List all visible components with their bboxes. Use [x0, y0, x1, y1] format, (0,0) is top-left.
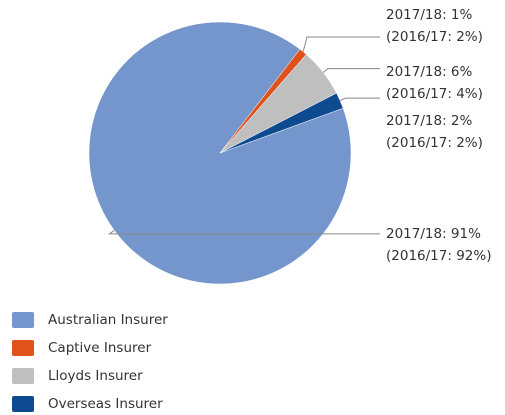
data-label: 2017/18: 2% [386, 113, 473, 129]
data-label: 2017/18: 91% [386, 226, 481, 242]
leader-line [339, 97, 380, 102]
leader-line [302, 36, 380, 52]
legend-label: Captive Insurer [48, 340, 152, 356]
legend-label: Australian Insurer [48, 312, 168, 328]
legend-swatch [12, 340, 34, 356]
data-label-prior: (2016/17: 4%) [386, 86, 483, 102]
legend-swatch [12, 396, 34, 412]
legend-label: Overseas Insurer [48, 396, 163, 412]
data-label: 2017/18: 1% [386, 7, 473, 23]
leader-line [107, 229, 380, 235]
data-label-prior: (2016/17: 2%) [386, 135, 483, 151]
data-label: 2017/18: 6% [386, 64, 473, 80]
legend-swatch [12, 312, 34, 328]
legend-label: Lloyds Insurer [48, 368, 143, 384]
data-label-prior: (2016/17: 92%) [386, 248, 491, 264]
legend-swatch [12, 368, 34, 384]
data-label-prior: (2016/17: 2%) [386, 29, 483, 45]
leader-line [322, 68, 380, 73]
